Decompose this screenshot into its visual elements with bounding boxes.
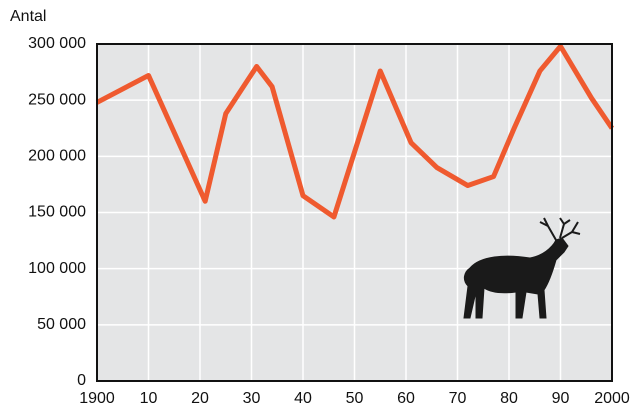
y-tick-label: 50 000 (37, 316, 86, 333)
y-tick-label: 150 000 (28, 204, 86, 221)
x-tick-label: 40 (294, 390, 312, 407)
y-axis-label: Antal (10, 8, 46, 25)
y-tick-label: 0 (77, 372, 86, 389)
x-tick-label: 2000 (594, 390, 630, 407)
x-tick-label: 30 (243, 390, 261, 407)
x-tick-label: 10 (140, 390, 158, 407)
y-tick-label: 300 000 (28, 35, 86, 52)
x-tick-label: 50 (346, 390, 364, 407)
x-tick-label: 20 (191, 390, 209, 407)
x-tick-label: 60 (397, 390, 415, 407)
x-tick-label: 1900 (79, 390, 115, 407)
x-tick-label: 70 (449, 390, 467, 407)
y-tick-label: 250 000 (28, 91, 86, 108)
chart: Antal 0 50 000 100 000 150 000 200 000 250 00… (0, 0, 642, 411)
y-tick-label: 200 000 (28, 148, 86, 165)
y-tick-label: 100 000 (28, 260, 86, 277)
x-tick-label: 80 (500, 390, 518, 407)
x-tick-label: 90 (552, 390, 570, 407)
